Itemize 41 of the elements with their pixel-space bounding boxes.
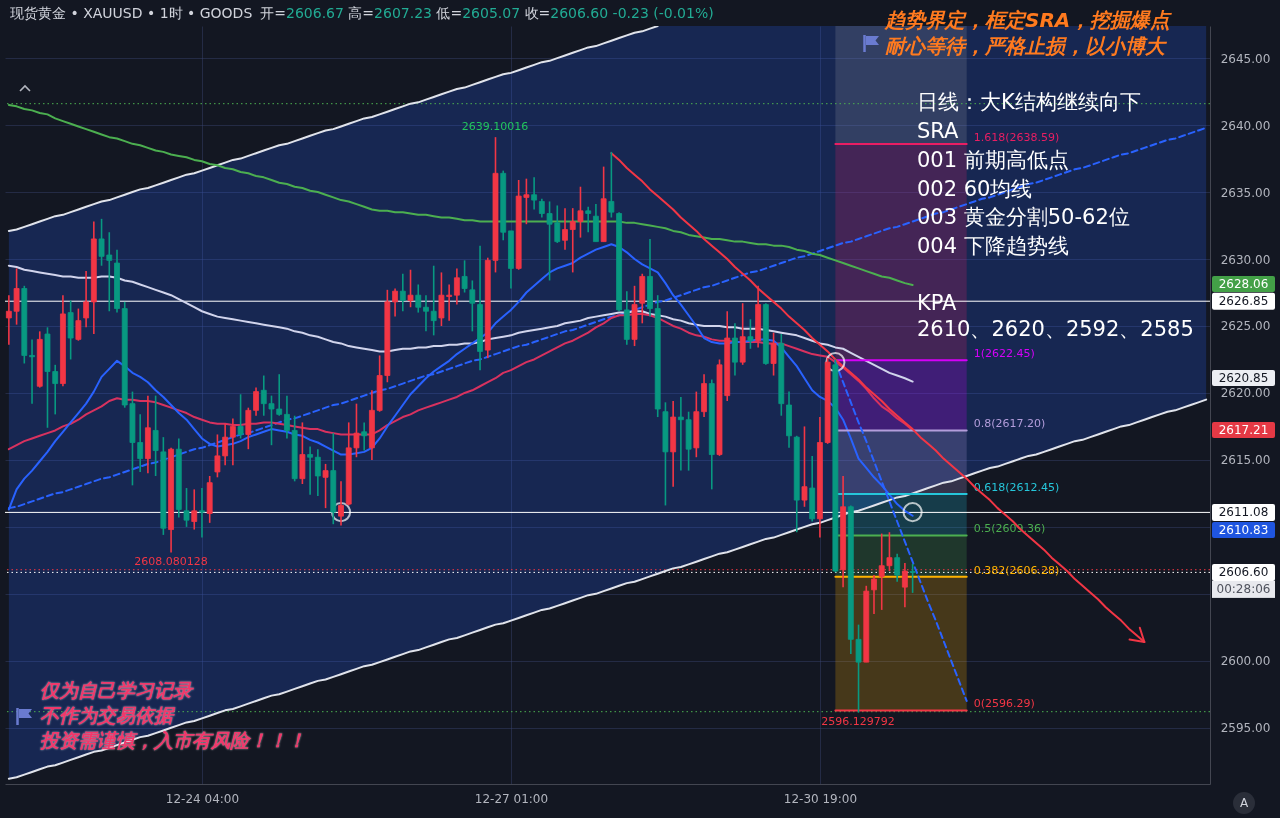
y-tick-label: 2600.00 (1220, 654, 1271, 669)
ref-line-label: 2611.08 (1218, 505, 1269, 520)
x-tick-label: 12-27 01:00 (474, 791, 549, 806)
price-label: 2606.60 (1212, 563, 1275, 581)
price-label: 2610.83 (1212, 522, 1275, 538)
y-tick-label: 2625.00 (1220, 319, 1271, 334)
annotation: 仅为自己学习记录 (40, 679, 192, 702)
series-label: 1.618(2638.59) (973, 130, 1060, 144)
y-tick-label: 2630.00 (1220, 252, 1271, 267)
annotation: 001 前期高低点 (917, 148, 1069, 173)
series-label: 0.382(2606.28) (973, 563, 1060, 577)
price-label: 2620.85 (1212, 370, 1275, 386)
annotation: SRA (917, 119, 959, 144)
y-tick-label: 2620.00 (1220, 386, 1271, 401)
price-label: 2617.21 (1212, 422, 1275, 438)
chart-subtitle: 开=2606.67 高=2607.23 低=2605.07 收=2606.60 -0.23 (-0.01%) (260, 5, 714, 21)
annotation: 004 下降趋势线 (917, 234, 1069, 259)
annotation: 2596.129792 (821, 715, 895, 729)
annotation: 2608.080128 (134, 555, 208, 569)
y-tick-label: 2640.00 (1220, 118, 1271, 133)
x-tick-label: 12-24 04:00 (165, 791, 240, 806)
annotation: 趋势界定，框定SRA，挖掘爆点 (885, 8, 1171, 32)
annotation: 日线：大K结构继续向下 (917, 90, 1141, 115)
x-tick-label: 12-30 19:00 (783, 791, 858, 806)
series-label: 0(2596.29) (973, 697, 1035, 711)
ref-line-label: 2606.60 (1218, 565, 1269, 580)
ref-line-label: 2626.85 (1218, 294, 1269, 309)
chart-title: 现货黄金 • XAUUSD • 1时 • GOODS (10, 5, 253, 21)
series-label: 1(2622.45) (973, 347, 1035, 361)
y-tick-label: 2635.00 (1220, 185, 1271, 200)
y-tick-label: 2645.00 (1220, 51, 1271, 66)
series-label: 0.8(2617.20) (973, 417, 1046, 431)
annotation: 003 黄金分割50-62位 (917, 205, 1130, 230)
y-tick-label: 2615.00 (1220, 453, 1271, 468)
annotation: 2610、2620、2592、2585 (917, 317, 1194, 342)
annotation: 2639.10016 (461, 120, 529, 134)
y-tick-label: 2595.00 (1220, 721, 1271, 736)
price-label: 2611.08 (1212, 503, 1275, 521)
annotation: 耐心等待，严格止损，以小博大 (885, 34, 1165, 58)
price-label: 2626.85 (1212, 292, 1275, 310)
price-label: 2628.06 (1212, 276, 1275, 292)
